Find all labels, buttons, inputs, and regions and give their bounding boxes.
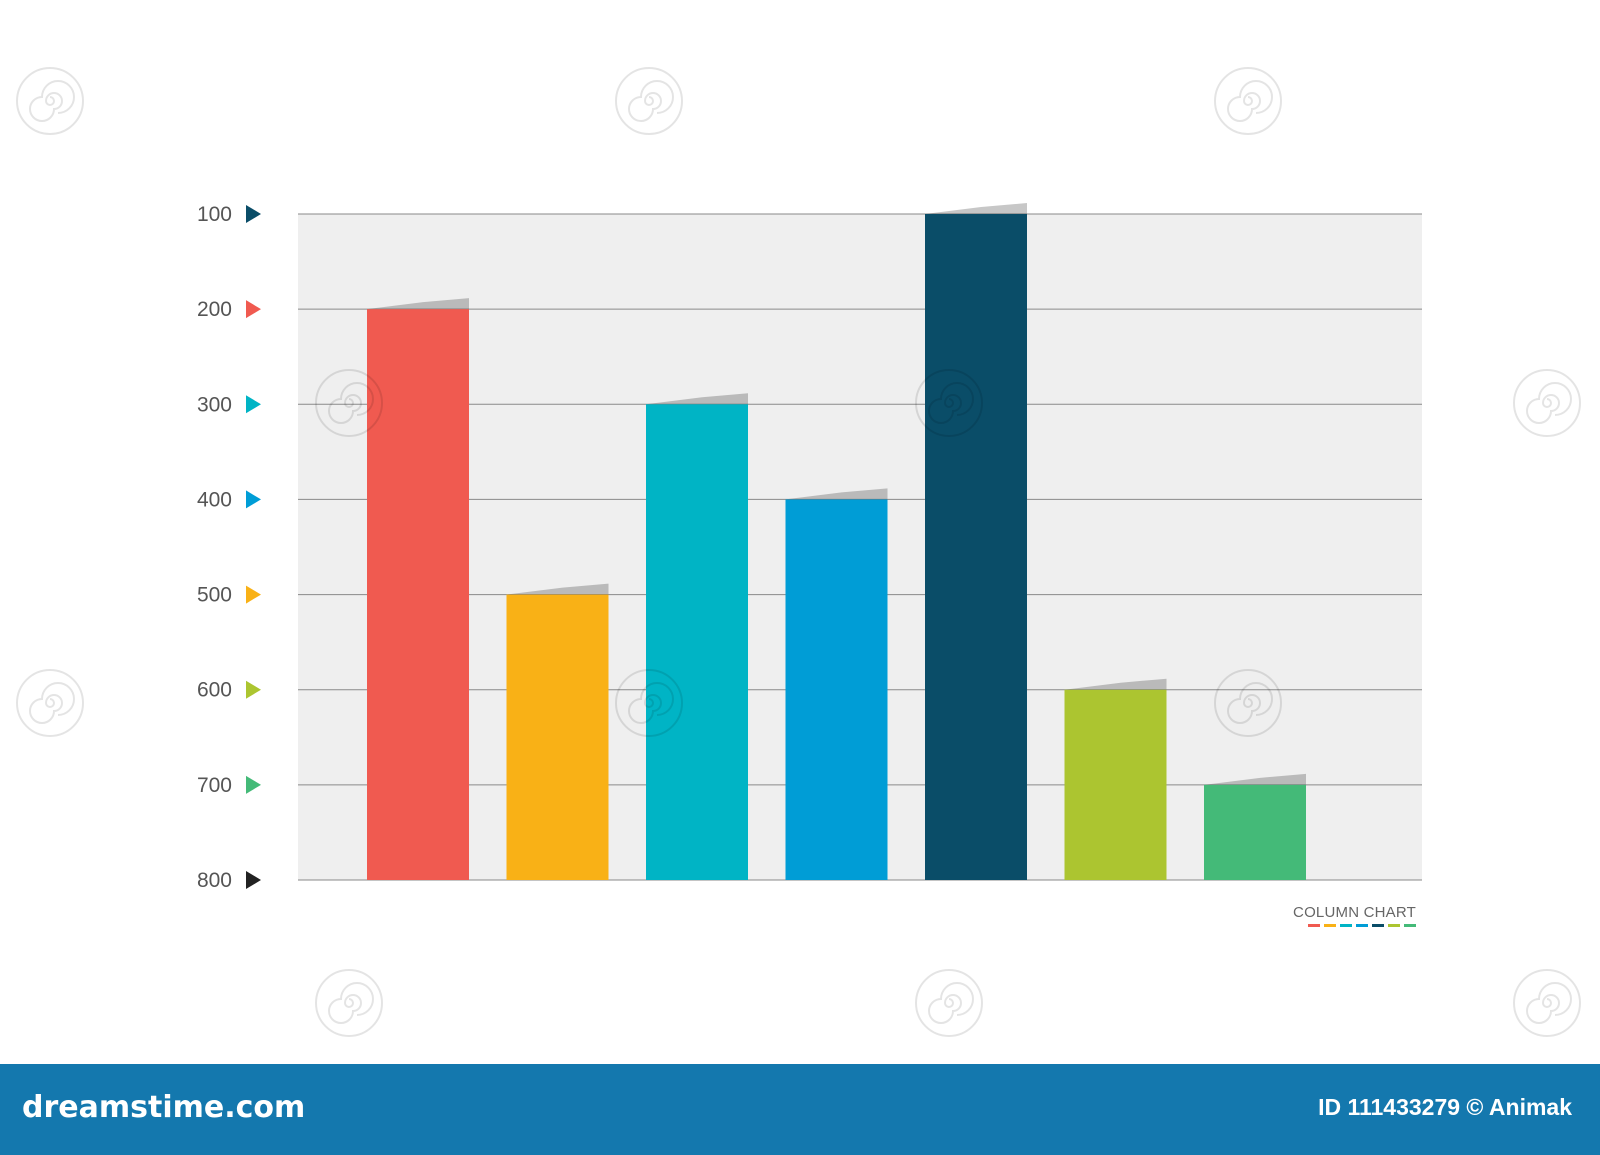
bar-top-shadow — [1064, 678, 1167, 690]
caption-swatch — [1340, 924, 1352, 927]
caption-swatch — [1388, 924, 1400, 927]
bar — [1064, 689, 1167, 880]
chart-caption: COLUMN CHART — [1293, 904, 1416, 921]
tick-marker-icon — [246, 680, 261, 699]
caption-swatch — [1324, 924, 1336, 927]
y-tick-label: 100 — [197, 203, 232, 226]
bars — [367, 203, 1306, 881]
y-tick-label: 300 — [197, 393, 232, 416]
tick-marker-icon — [246, 585, 261, 604]
bar — [367, 309, 469, 881]
tick-marker-icon — [246, 775, 261, 794]
bar — [785, 499, 888, 880]
tick-marker-icon — [246, 395, 261, 414]
y-tick-label: 700 — [197, 774, 232, 797]
bar-top-shadow — [925, 203, 1027, 214]
chart-area: 100 200 300 400 500 600 700 800 COLUMN CHART — [16, 67, 1581, 1037]
column-chart: 100 200 300 400 500 600 700 800 COLUMN CHART — [197, 203, 1422, 927]
bar — [925, 214, 1027, 880]
y-tick-label: 500 — [197, 584, 232, 607]
bar-top-shadow — [646, 393, 748, 405]
y-axis-ticks: 100 200 300 400 500 600 700 800 — [197, 203, 261, 892]
image-credit: ID 111433279 © Animak — [1318, 1094, 1572, 1120]
tick-marker-icon — [246, 300, 261, 319]
tick-marker-icon — [246, 490, 261, 509]
tick-marker-icon — [246, 205, 261, 223]
bar-top-shadow — [1204, 773, 1306, 785]
bar — [506, 594, 609, 880]
caption-swatches — [1308, 924, 1416, 927]
caption-swatch — [1372, 924, 1384, 927]
y-tick-label: 600 — [197, 679, 232, 702]
y-tick-label: 800 — [197, 869, 232, 892]
stock-footer-bar: dreamstime.com ID 111433279 © Animak — [0, 1064, 1600, 1155]
bar — [1204, 784, 1306, 880]
y-tick-label: 400 — [197, 488, 232, 511]
caption-swatch — [1356, 924, 1368, 927]
bar-top-shadow — [367, 298, 469, 310]
tick-marker-icon — [246, 871, 261, 889]
caption-swatch — [1308, 924, 1320, 927]
bar-top-shadow — [785, 488, 888, 500]
caption-swatch — [1404, 924, 1416, 927]
y-tick-label: 200 — [197, 298, 232, 321]
brand-logo[interactable]: dreamstime.com — [22, 1090, 306, 1125]
bar — [646, 404, 748, 880]
bar-top-shadow — [506, 583, 609, 595]
